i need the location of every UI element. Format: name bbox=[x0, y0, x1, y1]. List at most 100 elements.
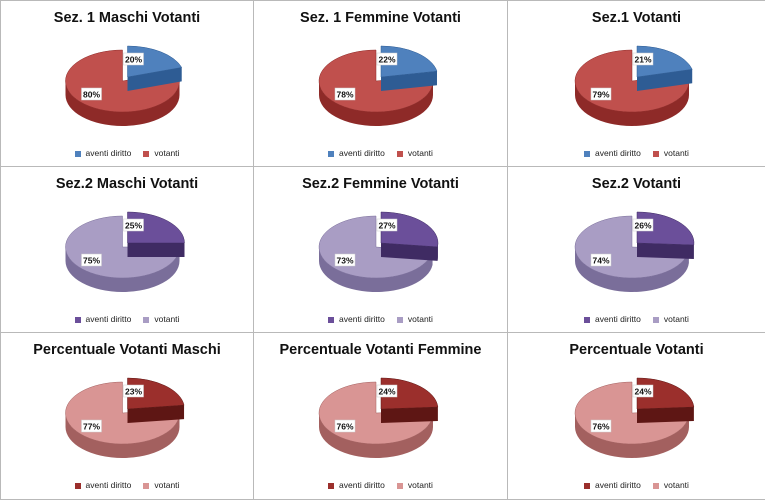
legend-swatch bbox=[653, 483, 659, 489]
data-label: 75% bbox=[83, 256, 100, 266]
legend-item: aventi diritto bbox=[328, 480, 385, 490]
legend-item: aventi diritto bbox=[584, 314, 641, 324]
legend-label: aventi diritto bbox=[595, 148, 641, 158]
legend-label: aventi diritto bbox=[86, 314, 132, 324]
legend-label: aventi diritto bbox=[86, 148, 132, 158]
legend-label: aventi diritto bbox=[339, 480, 385, 490]
legend-item: votanti bbox=[653, 480, 689, 490]
legend-swatch bbox=[584, 151, 590, 157]
legend-swatch bbox=[75, 151, 81, 157]
chart-legend: aventi diritto votanti bbox=[508, 148, 765, 158]
legend-item: votanti bbox=[143, 148, 179, 158]
data-label: 20% bbox=[125, 55, 142, 65]
legend-label: votanti bbox=[154, 148, 179, 158]
chart-legend: aventi diritto votanti bbox=[254, 148, 507, 158]
pie-chart: 24% 76% bbox=[508, 333, 765, 473]
pie-side bbox=[381, 407, 438, 423]
legend-item: votanti bbox=[653, 314, 689, 324]
legend-label: votanti bbox=[664, 480, 689, 490]
legend-swatch bbox=[328, 483, 334, 489]
data-label: 23% bbox=[125, 387, 142, 397]
legend-label: aventi diritto bbox=[339, 148, 385, 158]
data-label: 74% bbox=[592, 256, 609, 266]
legend-item: votanti bbox=[397, 480, 433, 490]
data-label: 80% bbox=[83, 90, 100, 100]
legend-item: aventi diritto bbox=[584, 480, 641, 490]
pie-chart: 23% 77% bbox=[1, 333, 254, 473]
pie-side bbox=[637, 243, 694, 259]
pie-chart: 22%78% bbox=[254, 1, 508, 141]
legend-swatch bbox=[75, 483, 81, 489]
pie-side bbox=[128, 243, 185, 257]
legend-swatch bbox=[584, 483, 590, 489]
chart-legend: aventi diritto votanti bbox=[1, 480, 253, 490]
legend-label: aventi diritto bbox=[595, 314, 641, 324]
legend-item: aventi diritto bbox=[75, 314, 132, 324]
legend-swatch bbox=[397, 151, 403, 157]
legend-swatch bbox=[143, 483, 149, 489]
data-label: 25% bbox=[125, 221, 142, 231]
legend-item: aventi diritto bbox=[328, 314, 385, 324]
legend-swatch bbox=[328, 151, 334, 157]
pie-chart: 21% 79% bbox=[508, 1, 765, 141]
pie-chart: 27% 73% bbox=[254, 167, 508, 307]
pie-chart: 20% 80% bbox=[1, 1, 254, 141]
legend-swatch bbox=[653, 151, 659, 157]
data-label: 76% bbox=[592, 422, 609, 432]
legend-label: votanti bbox=[154, 314, 179, 324]
legend-item: votanti bbox=[397, 314, 433, 324]
data-label: 77% bbox=[83, 422, 100, 432]
legend-label: votanti bbox=[664, 314, 689, 324]
data-label: 24% bbox=[378, 387, 395, 397]
data-label: 21% bbox=[634, 55, 651, 65]
data-label: 79% bbox=[592, 90, 609, 100]
legend-label: votanti bbox=[154, 480, 179, 490]
legend-item: aventi diritto bbox=[328, 148, 385, 158]
data-label: 73% bbox=[336, 256, 353, 266]
chart-legend: aventi diritto votanti bbox=[1, 148, 253, 158]
legend-swatch bbox=[584, 317, 590, 323]
legend-swatch bbox=[397, 317, 403, 323]
chart-legend: aventi diritto votanti bbox=[1, 314, 253, 324]
chart-legend: aventi diritto votanti bbox=[508, 314, 765, 324]
data-label: 24% bbox=[634, 387, 651, 397]
pie-chart: 24% 76% bbox=[254, 333, 508, 473]
legend-swatch bbox=[653, 317, 659, 323]
chart-legend: aventi diritto votanti bbox=[254, 480, 507, 490]
data-label: 76% bbox=[336, 422, 353, 432]
legend-swatch bbox=[75, 317, 81, 323]
legend-label: votanti bbox=[664, 148, 689, 158]
legend-swatch bbox=[143, 151, 149, 157]
data-label: 27% bbox=[378, 221, 395, 231]
pie-chart: 25% 75% bbox=[1, 167, 254, 307]
pie-side bbox=[637, 407, 694, 423]
chart-legend: aventi diritto votanti bbox=[254, 314, 507, 324]
legend-label: votanti bbox=[408, 480, 433, 490]
legend-item: votanti bbox=[397, 148, 433, 158]
data-label: 26% bbox=[634, 221, 651, 231]
legend-label: votanti bbox=[408, 314, 433, 324]
legend-swatch bbox=[143, 317, 149, 323]
legend-item: aventi diritto bbox=[75, 148, 132, 158]
legend-label: aventi diritto bbox=[339, 314, 385, 324]
legend-swatch bbox=[328, 317, 334, 323]
chart-legend: aventi diritto votanti bbox=[508, 480, 765, 490]
legend-label: votanti bbox=[408, 148, 433, 158]
legend-item: aventi diritto bbox=[584, 148, 641, 158]
legend-item: votanti bbox=[653, 148, 689, 158]
legend-label: aventi diritto bbox=[595, 480, 641, 490]
legend-label: aventi diritto bbox=[86, 480, 132, 490]
pie-chart: 26% 74% bbox=[508, 167, 765, 307]
legend-item: votanti bbox=[143, 314, 179, 324]
legend-item: aventi diritto bbox=[75, 480, 132, 490]
